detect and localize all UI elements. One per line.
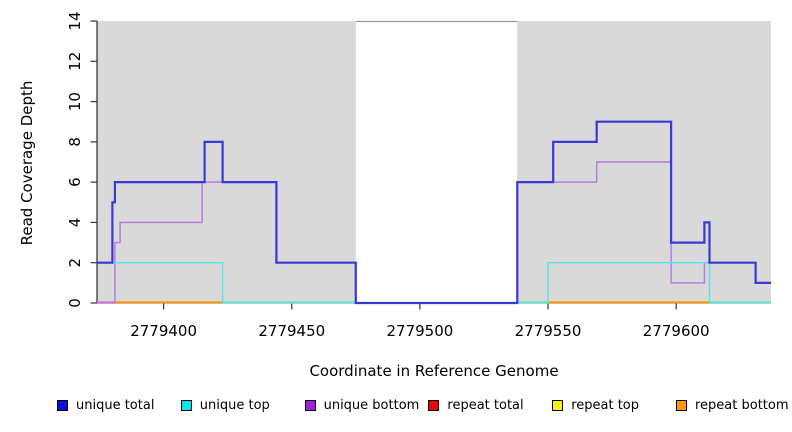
y-tick-label: 14 <box>66 11 84 30</box>
coverage-region-background <box>97 21 356 303</box>
legend-swatch-icon <box>552 400 564 411</box>
legend-label: unique top <box>199 398 270 413</box>
y-tick-label: 6 <box>66 177 84 187</box>
legend-swatch-icon <box>180 400 192 411</box>
legend-label: unique bottom <box>323 398 420 413</box>
x-tick-label: 2779550 <box>515 322 582 340</box>
x-tick-label: 2779600 <box>643 322 710 340</box>
y-tick-label: 2 <box>66 258 84 268</box>
legend-item-unique-top: unique top <box>180 398 270 413</box>
legend-item-unique-bottom: unique bottom <box>304 398 420 413</box>
legend-item-repeat-total: repeat total <box>428 398 524 413</box>
x-tick-label: 2779450 <box>258 322 325 340</box>
x-tick-label: 2779500 <box>386 322 453 340</box>
y-tick-label: 12 <box>66 52 84 71</box>
legend-label: unique total <box>76 398 155 413</box>
legend: unique total unique top unique bottom repea… <box>0 398 792 420</box>
y-tick-label: 8 <box>66 137 84 147</box>
x-tick-label: 2779400 <box>130 322 197 340</box>
legend-swatch-icon <box>304 400 316 411</box>
y-tick-label: 0 <box>66 298 84 308</box>
series-unique-top <box>97 262 771 304</box>
y-tick-label: 4 <box>66 218 84 228</box>
x-axis-title: Coordinate in Reference Genome <box>309 362 559 380</box>
legend-item-repeat-bottom: repeat bottom <box>676 398 789 413</box>
legend-swatch-icon <box>57 400 68 411</box>
legend-swatch-icon <box>676 400 687 411</box>
series-unique-total <box>97 120 771 305</box>
legend-label: repeat bottom <box>695 398 789 413</box>
legend-label: repeat total <box>447 398 524 413</box>
legend-label: repeat top <box>571 398 639 413</box>
legend-item-repeat-top: repeat top <box>552 398 639 413</box>
y-tick-label: 10 <box>66 92 84 111</box>
legend-item-unique-total: unique total <box>57 398 154 413</box>
legend-swatch-icon <box>428 400 440 411</box>
y-axis-title: Read Coverage Depth <box>18 80 36 246</box>
